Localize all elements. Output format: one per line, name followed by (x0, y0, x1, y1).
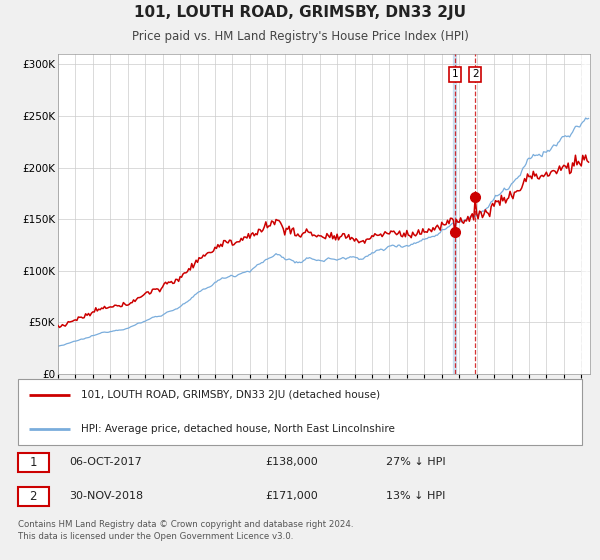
Text: 13% ↓ HPI: 13% ↓ HPI (386, 491, 446, 501)
Text: HPI: Average price, detached house, North East Lincolnshire: HPI: Average price, detached house, Nort… (81, 423, 395, 433)
Text: 101, LOUTH ROAD, GRIMSBY, DN33 2JU (detached house): 101, LOUTH ROAD, GRIMSBY, DN33 2JU (deta… (81, 390, 380, 400)
Text: 101, LOUTH ROAD, GRIMSBY, DN33 2JU: 101, LOUTH ROAD, GRIMSBY, DN33 2JU (134, 5, 466, 20)
Text: 1: 1 (29, 456, 37, 469)
Bar (581, 54, 590, 374)
Text: 06-OCT-2017: 06-OCT-2017 (70, 457, 142, 467)
Text: 27% ↓ HPI: 27% ↓ HPI (386, 457, 446, 467)
FancyBboxPatch shape (18, 452, 49, 472)
Text: 2: 2 (29, 490, 37, 503)
FancyBboxPatch shape (18, 379, 582, 445)
Text: 2: 2 (472, 69, 478, 80)
FancyBboxPatch shape (18, 487, 49, 506)
Text: Price paid vs. HM Land Registry's House Price Index (HPI): Price paid vs. HM Land Registry's House … (131, 30, 469, 43)
Bar (454, 54, 456, 374)
Text: £171,000: £171,000 (265, 491, 318, 501)
Text: 30-NOV-2018: 30-NOV-2018 (70, 491, 144, 501)
Text: Contains HM Land Registry data © Crown copyright and database right 2024.
This d: Contains HM Land Registry data © Crown c… (18, 520, 353, 542)
Text: 1: 1 (452, 69, 458, 80)
Text: £138,000: £138,000 (265, 457, 318, 467)
